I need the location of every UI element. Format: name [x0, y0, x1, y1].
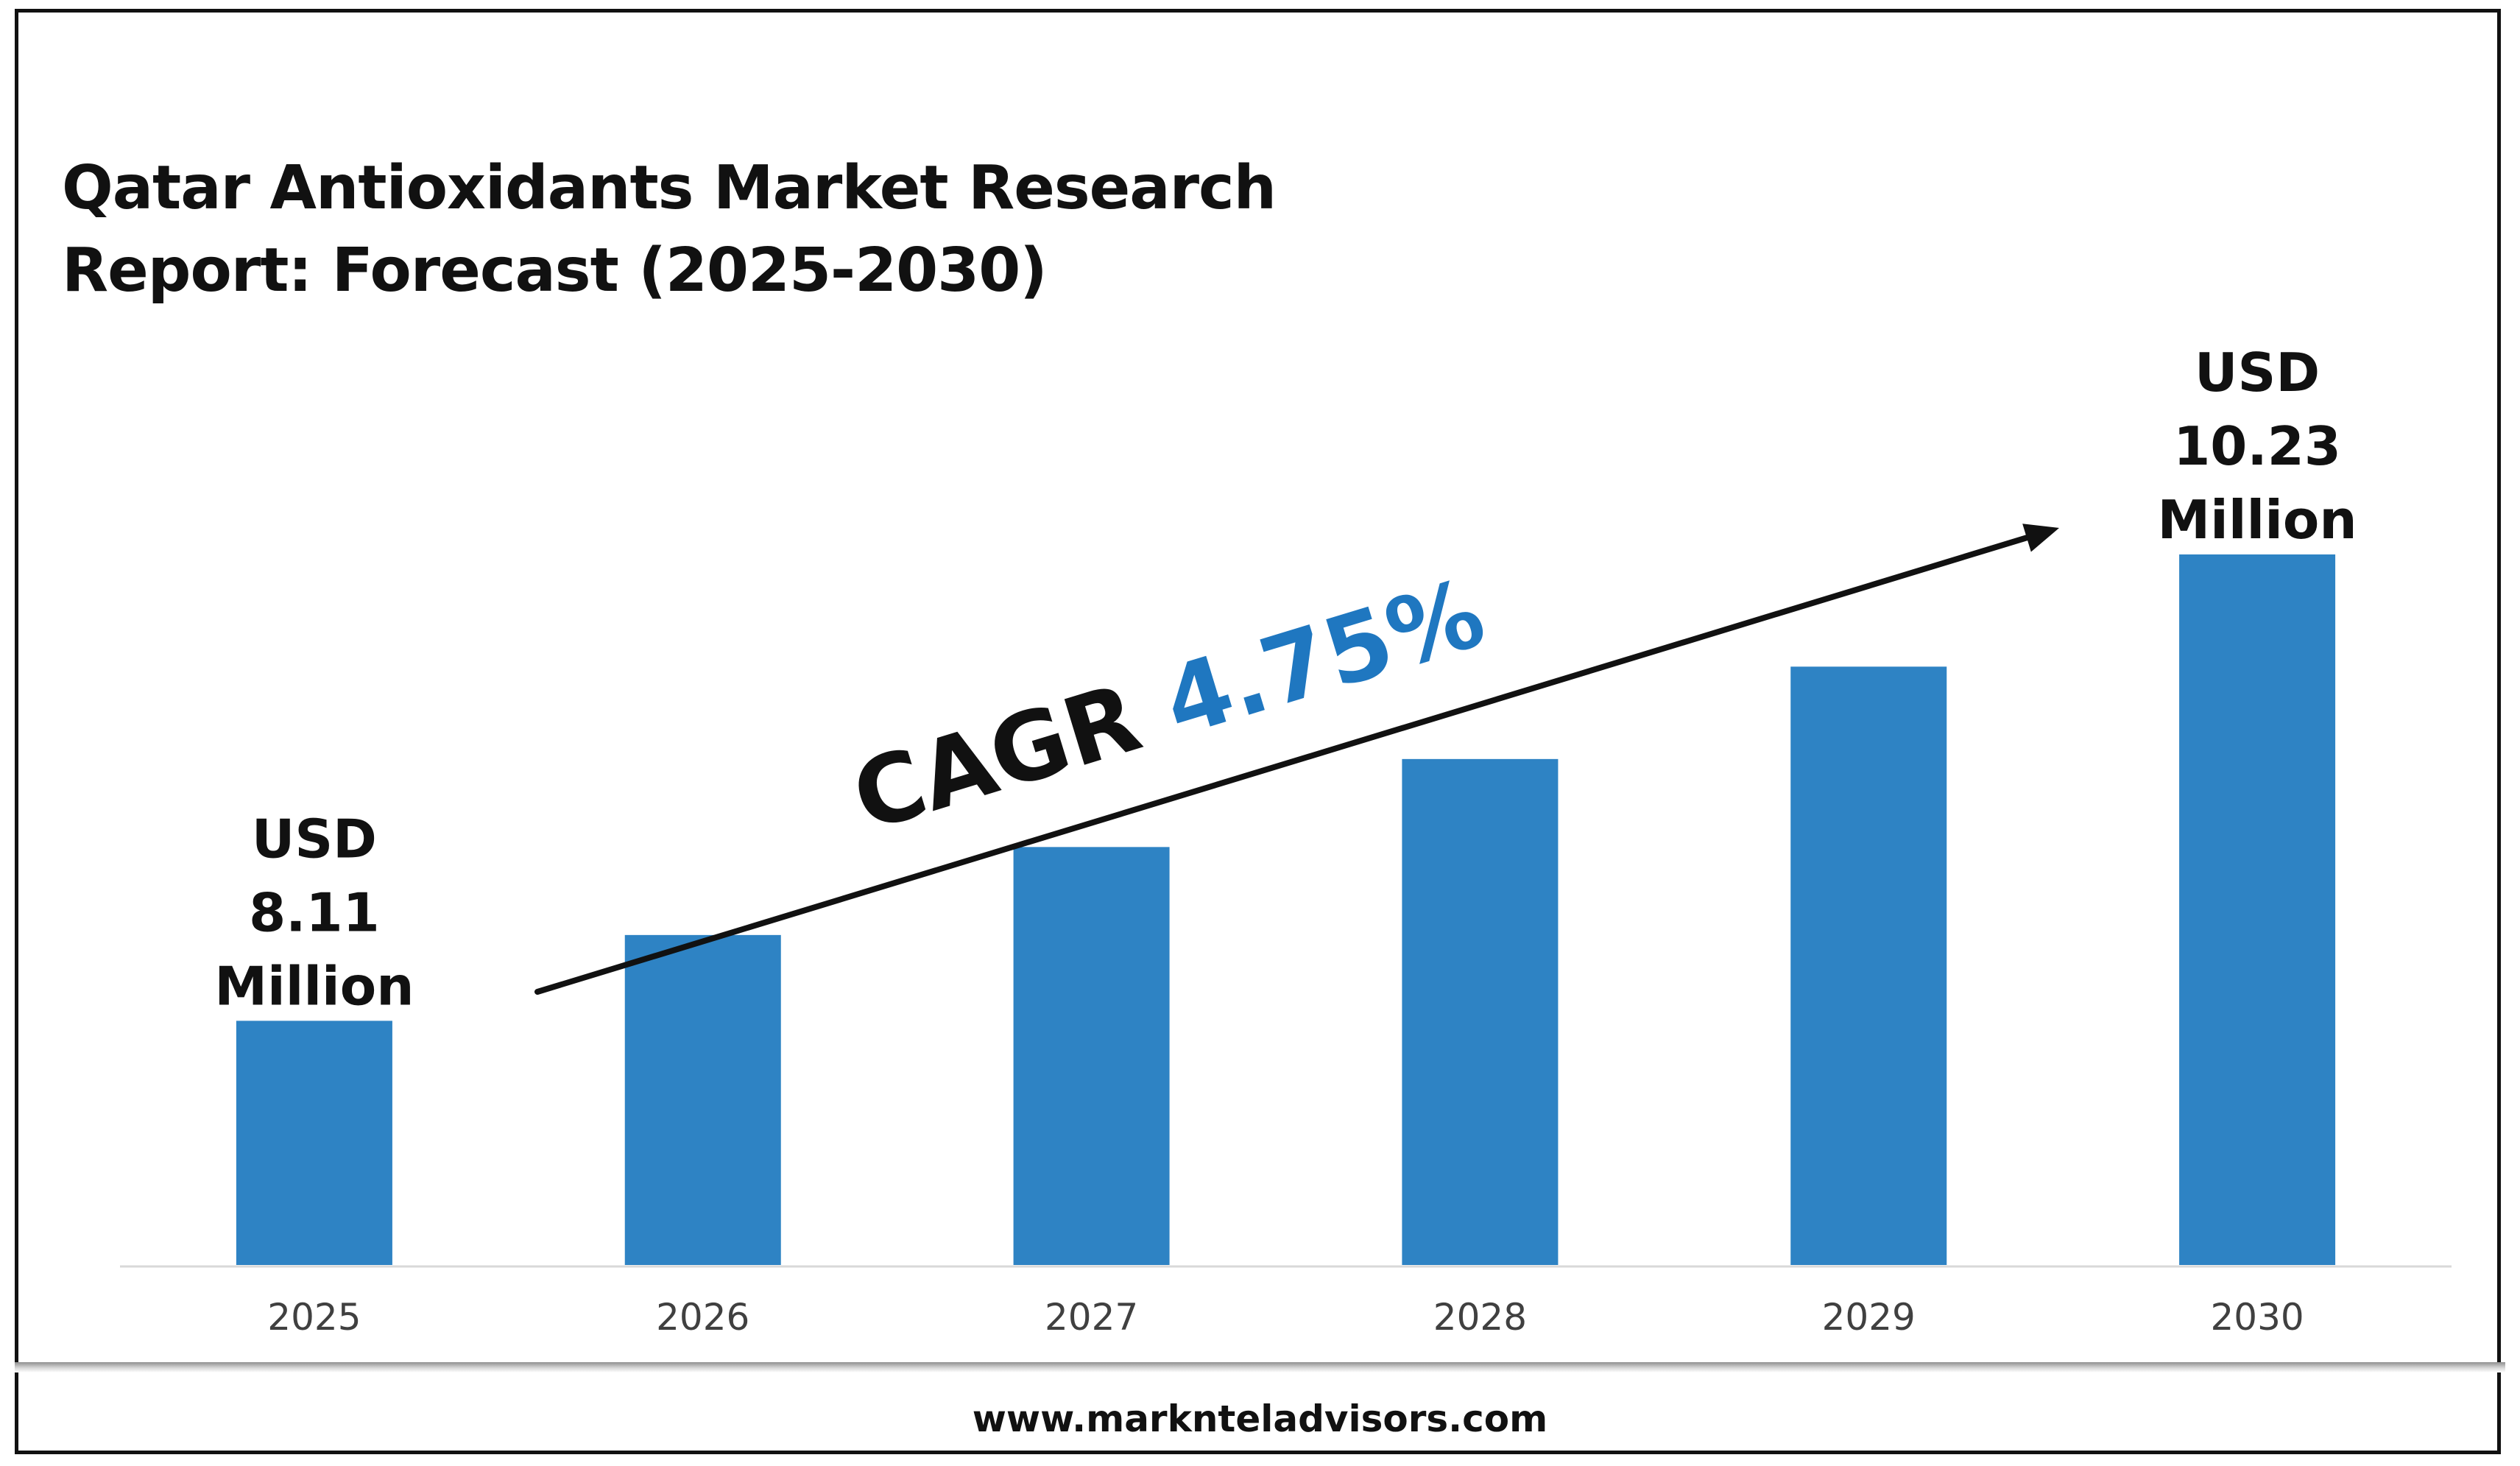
- bar-2027: [1013, 847, 1170, 1265]
- data-label-line: Million: [2158, 489, 2357, 551]
- data-label-2025: USD 8.11 Million: [214, 808, 414, 1017]
- bar-2026: [624, 934, 781, 1265]
- data-label-line: USD: [2195, 342, 2320, 403]
- x-tick-label-2030: 2030: [2210, 1296, 2304, 1339]
- bar-2028: [1402, 758, 1559, 1265]
- data-label-line: 8.11: [249, 881, 380, 943]
- bar-2025: [236, 1021, 392, 1265]
- x-tick-label-2028: 2028: [1433, 1296, 1527, 1339]
- chart-frame: [15, 9, 2501, 1454]
- chart-title: Qatar Antioxidants Market Research Repor…: [62, 147, 1277, 312]
- x-tick-label-2026: 2026: [656, 1296, 749, 1339]
- cagr-label: CAGR: [841, 654, 1183, 853]
- bar-2029: [1790, 666, 1947, 1265]
- x-tick-label-2025: 2025: [267, 1296, 361, 1339]
- data-label-2030: USD 10.23 Million: [2158, 342, 2357, 551]
- x-tick-label-2029: 2029: [1822, 1296, 1916, 1339]
- bar-chart: 2025 2026 2027 2028 2029 2030USD8.11MillionUS…: [120, 342, 2452, 1339]
- cagr-value: 4.75%: [1151, 558, 1496, 758]
- trend-arrow-head: [2022, 524, 2059, 552]
- footer-url[interactable]: www.marknteladvisors.com: [972, 1398, 1548, 1440]
- x-tick-label-2027: 2027: [1045, 1296, 1138, 1339]
- footer-divider: [15, 1362, 2505, 1372]
- chart-title-line-1: Qatar Antioxidants Market Research: [62, 153, 1277, 223]
- cagr-annotation: CAGR 4.75%: [841, 558, 1496, 853]
- data-label-line: USD: [252, 808, 377, 870]
- bar-2030: [2179, 554, 2336, 1265]
- trend-arrow-line: [534, 532, 2040, 995]
- chart-title-line-2: Report: Forecast (2025-2030): [62, 236, 1048, 306]
- data-label-line: 10.23: [2173, 415, 2341, 477]
- data-label-line: Million: [214, 955, 414, 1017]
